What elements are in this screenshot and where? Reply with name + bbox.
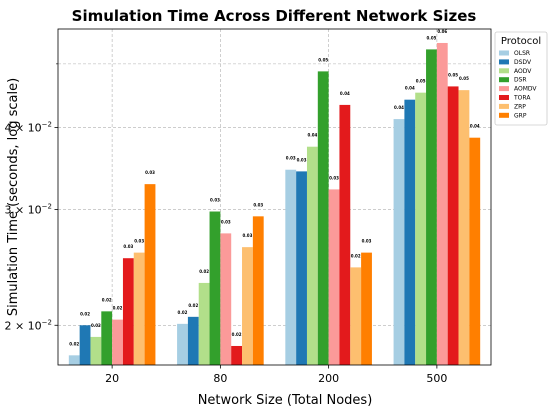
bar-olsr-200	[285, 169, 297, 365]
plot-area	[57, 28, 492, 366]
y-axis-label: Simulation Time (seconds, log scale)	[6, 78, 21, 316]
legend-swatch-aodv	[499, 68, 509, 74]
data-label: 0.02	[80, 311, 90, 316]
y-tick-label: 4 × 10−2	[4, 121, 52, 135]
legend-swatch-grp	[499, 112, 509, 118]
legend-label-grp: GRP	[514, 112, 527, 119]
legend-swatch-aomdv	[499, 86, 509, 92]
legend-label-olsr: OLSR	[514, 50, 530, 57]
data-label: 0.02	[199, 269, 209, 274]
data-label: 0.04	[405, 86, 415, 91]
legend-label-tora: TORA	[513, 95, 531, 102]
data-label: 0.02	[91, 323, 101, 328]
data-label: 0.04	[394, 105, 404, 110]
legend-label-aodv: AODV	[514, 68, 532, 75]
legend-swatch-olsr	[499, 50, 509, 56]
bar-dsdv-80	[187, 316, 199, 365]
data-label: 0.02	[188, 303, 198, 308]
data-label: 0.04	[470, 124, 480, 129]
data-label: 0.03	[297, 157, 307, 162]
bar-zrp-500	[458, 90, 470, 365]
bar-zrp-20	[133, 252, 145, 365]
data-label: 0.05	[318, 57, 328, 62]
bar-dsdv-20	[79, 325, 91, 365]
data-labels: 0.020.020.030.040.020.020.030.040.020.02…	[69, 29, 480, 346]
data-label: 0.03	[210, 198, 220, 203]
data-label: 0.04	[307, 133, 317, 138]
legend-swatch-tora	[499, 95, 509, 100]
data-label: 0.02	[232, 332, 242, 337]
x-tick-label: 80	[213, 372, 227, 385]
bar-grp-500	[469, 137, 481, 365]
legend-label-zrp: ZRP	[514, 103, 526, 110]
bar-zrp-200	[350, 267, 362, 365]
data-label: 0.03	[145, 170, 155, 175]
bar-aomdv-200	[328, 189, 340, 365]
x-tick-label: 20	[105, 372, 119, 385]
data-label: 0.03	[221, 219, 231, 224]
data-label: 0.05	[427, 35, 437, 40]
bar-aodv-500	[415, 92, 427, 366]
data-label: 0.03	[134, 239, 144, 244]
data-label: 0.02	[178, 310, 188, 315]
data-label: 0.05	[416, 79, 426, 84]
data-label: 0.03	[253, 202, 263, 207]
legend-swatch-zrp	[499, 103, 509, 109]
bar-grp-20	[144, 184, 156, 365]
bar-tora-200	[339, 104, 351, 366]
bar-tora-80	[231, 345, 243, 365]
data-label: 0.03	[123, 244, 133, 249]
bar-dsr-500	[426, 49, 437, 366]
data-label: 0.05	[459, 76, 469, 81]
bar-tora-500	[447, 86, 459, 365]
x-axis-ticks: 20 80 200 500	[105, 365, 447, 385]
data-label: 0.06	[437, 29, 447, 34]
bar-aomdv-500	[436, 42, 448, 365]
bar-grp-80	[252, 216, 264, 365]
data-label: 0.02	[351, 253, 361, 258]
x-tick-label: 500	[426, 372, 447, 385]
y-tick-label: 3 × 10−2	[4, 203, 52, 217]
data-label: 0.02	[102, 297, 112, 302]
bar-dsdv-200	[296, 171, 307, 365]
bar-zrp-80	[242, 247, 253, 365]
legend-title: Protocol	[501, 36, 541, 47]
data-label: 0.03	[329, 175, 339, 180]
bar-aomdv-20	[112, 319, 123, 365]
data-label: 0.03	[243, 233, 253, 238]
y-axis-ticks: 2 × 10−2 3 × 10−2 4 × 10−2	[4, 63, 58, 332]
legend-label-aomdv: AOMDV	[514, 86, 537, 93]
bar-aodv-80	[198, 282, 210, 365]
bars	[68, 42, 481, 366]
x-axis-label: Network Size (Total Nodes)	[198, 393, 373, 408]
bar-dsr-80	[209, 211, 221, 365]
data-label: 0.04	[340, 91, 350, 96]
data-label: 0.03	[286, 156, 296, 161]
legend-label-dsr: DSR	[514, 77, 527, 84]
legend-swatch-dsr	[499, 77, 509, 83]
data-label: 0.02	[69, 341, 79, 346]
chart-title: Simulation Time Across Different Network…	[72, 7, 477, 25]
bar-aodv-200	[306, 146, 318, 365]
legend-swatch-dsdv	[499, 59, 509, 65]
data-label: 0.05	[448, 72, 458, 77]
bar-olsr-500	[393, 119, 405, 365]
bar-aodv-20	[90, 336, 102, 365]
bar-dsdv-500	[404, 99, 416, 365]
bar-aomdv-80	[220, 233, 232, 365]
x-tick-label: 200	[318, 372, 339, 385]
y-tick-label: 2 × 10−2	[4, 318, 52, 332]
bar-olsr-20	[68, 355, 80, 365]
bar-dsr-20	[101, 311, 113, 365]
data-label: 0.03	[362, 239, 372, 244]
legend-label-dsdv: DSDV	[514, 59, 532, 66]
bar-dsr-200	[317, 71, 329, 365]
bar-tora-20	[122, 258, 134, 365]
data-label: 0.02	[113, 306, 123, 311]
bar-grp-200	[361, 252, 372, 365]
bar-olsr-80	[177, 323, 188, 365]
